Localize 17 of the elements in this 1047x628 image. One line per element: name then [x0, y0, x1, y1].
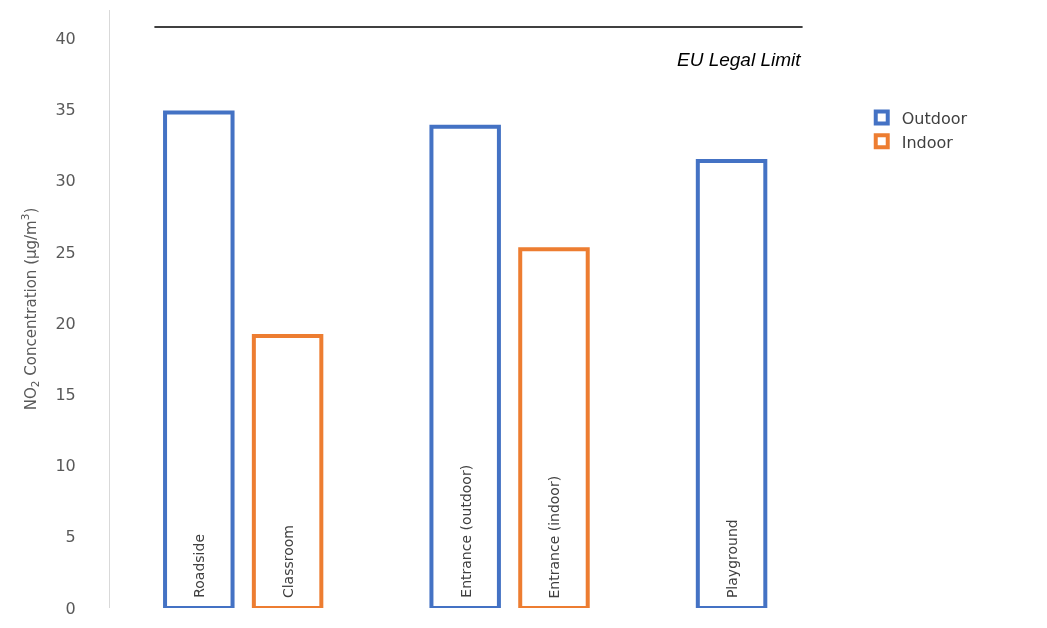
x-tick-label: Roadside — [190, 533, 207, 598]
y-tick-label: 40 — [55, 29, 76, 49]
y-tick-label: 30 — [55, 171, 76, 191]
y-tick-label: 10 — [55, 456, 76, 476]
y-tick-label: 5 — [65, 527, 76, 547]
legend-label: Outdoor — [901, 108, 968, 128]
x-tick-label: Entrance (indoor) — [546, 475, 563, 599]
x-tick-label: Entrance (outdoor) — [457, 464, 474, 598]
x-tick-label: Playground — [724, 519, 741, 599]
legend-label: Indoor — [901, 132, 954, 152]
x-tick-label: Classroom — [280, 525, 297, 599]
y-tick-label: 15 — [55, 385, 76, 405]
y-tick-label: 0 — [65, 598, 76, 618]
y-tick-label: 25 — [55, 242, 76, 262]
y-tick-label: 35 — [55, 100, 76, 120]
ref-line-label: EU Legal Limit — [677, 49, 802, 70]
y-tick-label: 20 — [55, 313, 76, 333]
